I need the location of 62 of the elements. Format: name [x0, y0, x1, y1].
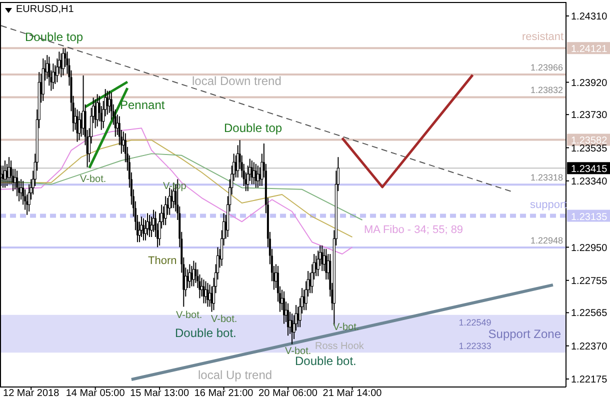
candlestick	[321, 245, 324, 272]
annotation: V-bot.	[176, 310, 202, 322]
candlestick	[202, 279, 205, 304]
candlestick	[325, 248, 328, 280]
annotation: resistant	[522, 31, 564, 45]
x-tick-label: 20 Mar 06:00	[258, 388, 318, 400]
ref-line-label: 1.23832	[530, 85, 563, 96]
ref-line-label: 1.22333	[458, 341, 492, 352]
annotation: V-bot.	[80, 174, 106, 186]
y-tick-label: 1.22565	[571, 308, 608, 320]
annotation: Double top	[224, 120, 282, 136]
ref-line-label: 1.23966	[530, 62, 563, 72]
annotation: Thorn	[148, 255, 177, 269]
candlestick	[96, 94, 99, 127]
chart-title: EURUSD,H1	[16, 4, 74, 15]
y-tick-label: 1.22755	[571, 276, 608, 287]
x-tick-label: 16 Mar 21:00	[194, 388, 254, 400]
candlestick	[20, 178, 22, 200]
ref-line-label: 1.23318	[530, 172, 563, 183]
line-series	[0, 153, 363, 221]
y-tick-label: 1.23730	[571, 110, 608, 122]
candlestick	[287, 302, 290, 336]
candlestick	[252, 162, 256, 185]
candlestick	[164, 196, 167, 226]
line-series	[0, 140, 353, 238]
annotation: V-bot.	[211, 314, 238, 326]
candlestick	[206, 282, 209, 308]
candlestick	[198, 274, 201, 299]
x-tick-label: 21 Mar 14:00	[322, 388, 382, 400]
candlestick	[78, 110, 81, 141]
annotation: local Up trend	[198, 368, 272, 382]
candlestick	[190, 265, 193, 287]
candlestick	[140, 216, 143, 238]
candlestick	[256, 165, 260, 188]
annotation: MA Fibo - 34; 55; 89	[364, 224, 464, 238]
x-tick-label: 15 Mar 13:00	[130, 388, 190, 400]
ref-line-label: 1.22549	[458, 317, 492, 328]
y-tick-label: 1.22370	[571, 341, 608, 352]
ref-line-label: 1.23135	[571, 212, 608, 223]
candlestick	[52, 63, 54, 90]
annotation: local Down trend	[192, 74, 282, 88]
x-tick-label: 12 Mar 2018	[3, 388, 60, 400]
band-label: Support Zone	[488, 327, 562, 342]
annotation: V-bot.	[333, 322, 360, 334]
ref-line-label: 1.24121	[571, 44, 608, 56]
y-tick-label: 1.22950	[571, 242, 608, 254]
candlestick	[8, 156, 10, 185]
y-tick-label: 1.23920	[571, 78, 608, 89]
y-tick-label: 1.22175	[571, 374, 608, 386]
y-tick-label: 1.24310	[571, 11, 608, 22]
x-tick-label: 14 Mar 05:00	[66, 388, 126, 400]
annotation: Pennant	[120, 98, 165, 112]
annotation: Double top	[25, 30, 84, 44]
ref-line-label: 1.23415	[571, 164, 608, 176]
y-tick-label: 1.23340	[571, 176, 608, 188]
candlestick	[4, 160, 6, 188]
candlestick	[62, 48, 65, 76]
annotation: Double bot.	[175, 326, 236, 340]
candlestick	[283, 290, 285, 324]
annotation: Ross Hook	[315, 341, 364, 353]
ref-line-label: 1.22948	[530, 236, 563, 246]
y-tick-label: 1.23535	[571, 143, 608, 154]
